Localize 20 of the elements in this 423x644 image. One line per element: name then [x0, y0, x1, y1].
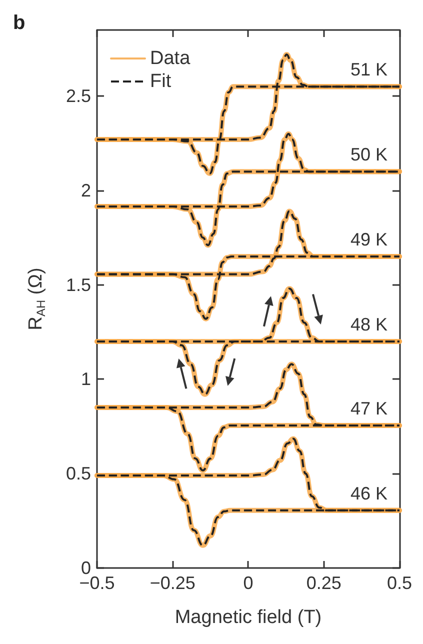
x-tick-label: 0: [243, 573, 254, 593]
legend-label: Fit: [150, 71, 172, 92]
annotation: 46 K: [350, 483, 388, 504]
annotation: 48 K: [350, 314, 388, 334]
y-axis-title: RAH (Ω): [26, 268, 48, 330]
y-tick-label: 2.5: [66, 86, 91, 106]
x-tick-label: 0.25: [306, 573, 342, 593]
annotation: 51 K: [350, 60, 388, 80]
annotation: 50 K: [350, 144, 388, 165]
annotation: 49 K: [350, 230, 388, 250]
y-tick-label: 0.5: [66, 464, 91, 484]
y-tick-label: 2: [80, 180, 91, 200]
chart-title: b: [13, 12, 26, 34]
annotation: 47 K: [350, 398, 388, 418]
legend-label: Data: [150, 48, 191, 69]
x-tick-label: −0.25: [150, 573, 196, 593]
y-tick-label: 1.5: [66, 274, 91, 295]
y-tick-label: 1: [80, 369, 91, 390]
x-tick-label: 0.5: [386, 573, 412, 593]
x-axis-title: Magnetic field (T): [174, 607, 322, 628]
